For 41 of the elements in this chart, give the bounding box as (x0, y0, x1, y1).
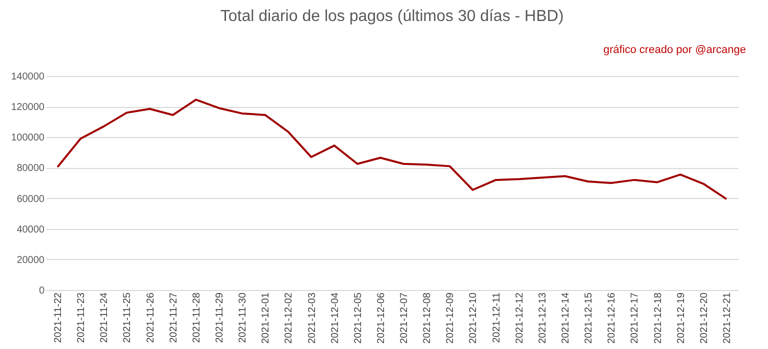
x-tick-label: 2021-11-30 (238, 292, 249, 343)
x-tick-label: 2021-12-05 (352, 292, 364, 344)
x-tick-label: 2021-12-14 (560, 292, 572, 344)
y-tick-label: 100000 (11, 132, 45, 144)
x-tick-label: 2021-12-19 (676, 292, 687, 344)
x-tick-label: 2021-11-24 (99, 292, 110, 343)
x-tick-label: 2021-12-12 (514, 292, 526, 344)
x-tick-label: 2021-12-13 (537, 292, 548, 344)
x-tick-label: 2021-12-18 (652, 292, 664, 344)
x-tick-label: 2021-11-27 (168, 292, 180, 343)
y-tick-label: 120000 (11, 102, 45, 114)
x-tick-label: 2021-11-28 (191, 292, 202, 343)
x-tick-label: 2021-12-06 (376, 292, 387, 344)
x-tick-label: 2021-11-23 (76, 292, 88, 343)
y-tick-label: 80000 (16, 163, 45, 174)
x-tick-label: 2021-12-16 (606, 292, 618, 344)
x-tick-label: 2021-11-26 (145, 292, 156, 343)
x-tick-label: 2021-12-17 (630, 292, 641, 344)
x-tick-label: 2021-12-08 (422, 292, 434, 344)
y-tick-label: 60000 (16, 194, 45, 205)
y-tick-label: 140000 (11, 72, 45, 82)
x-tick-label: 2021-12-02 (284, 292, 295, 344)
x-tick-label: 2021-12-20 (698, 292, 710, 344)
y-tick-label: 0 (38, 286, 45, 296)
y-tick-label: 20000 (16, 254, 45, 266)
x-tick-label: 2021-12-09 (445, 292, 456, 344)
x-tick-label: 2021-12-21 (722, 292, 733, 344)
x-tick-label: 2021-12-03 (306, 292, 318, 344)
x-tick-label: 2021-12-07 (399, 292, 410, 344)
x-tick-label: 2021-12-11 (491, 292, 502, 343)
chart-title: Total diario de los pagos (últimos 30 días - HBD) (220, 8, 564, 25)
x-tick-label: 2021-12-15 (584, 292, 595, 344)
x-tick-label: 2021-11-29 (214, 292, 226, 343)
x-tick-label: 2021-11-22 (53, 292, 64, 343)
x-tick-label: 2021-12-10 (468, 292, 480, 344)
y-tick-label: 40000 (16, 224, 45, 236)
text: gráfico creado por @arcange (603, 44, 746, 56)
x-tick-label: 2021-12-01 (260, 292, 272, 344)
line-series (56, 98, 728, 200)
x-tick-label: 2021-11-25 (122, 292, 134, 343)
x-tick-label: 2021-12-04 (330, 292, 341, 344)
